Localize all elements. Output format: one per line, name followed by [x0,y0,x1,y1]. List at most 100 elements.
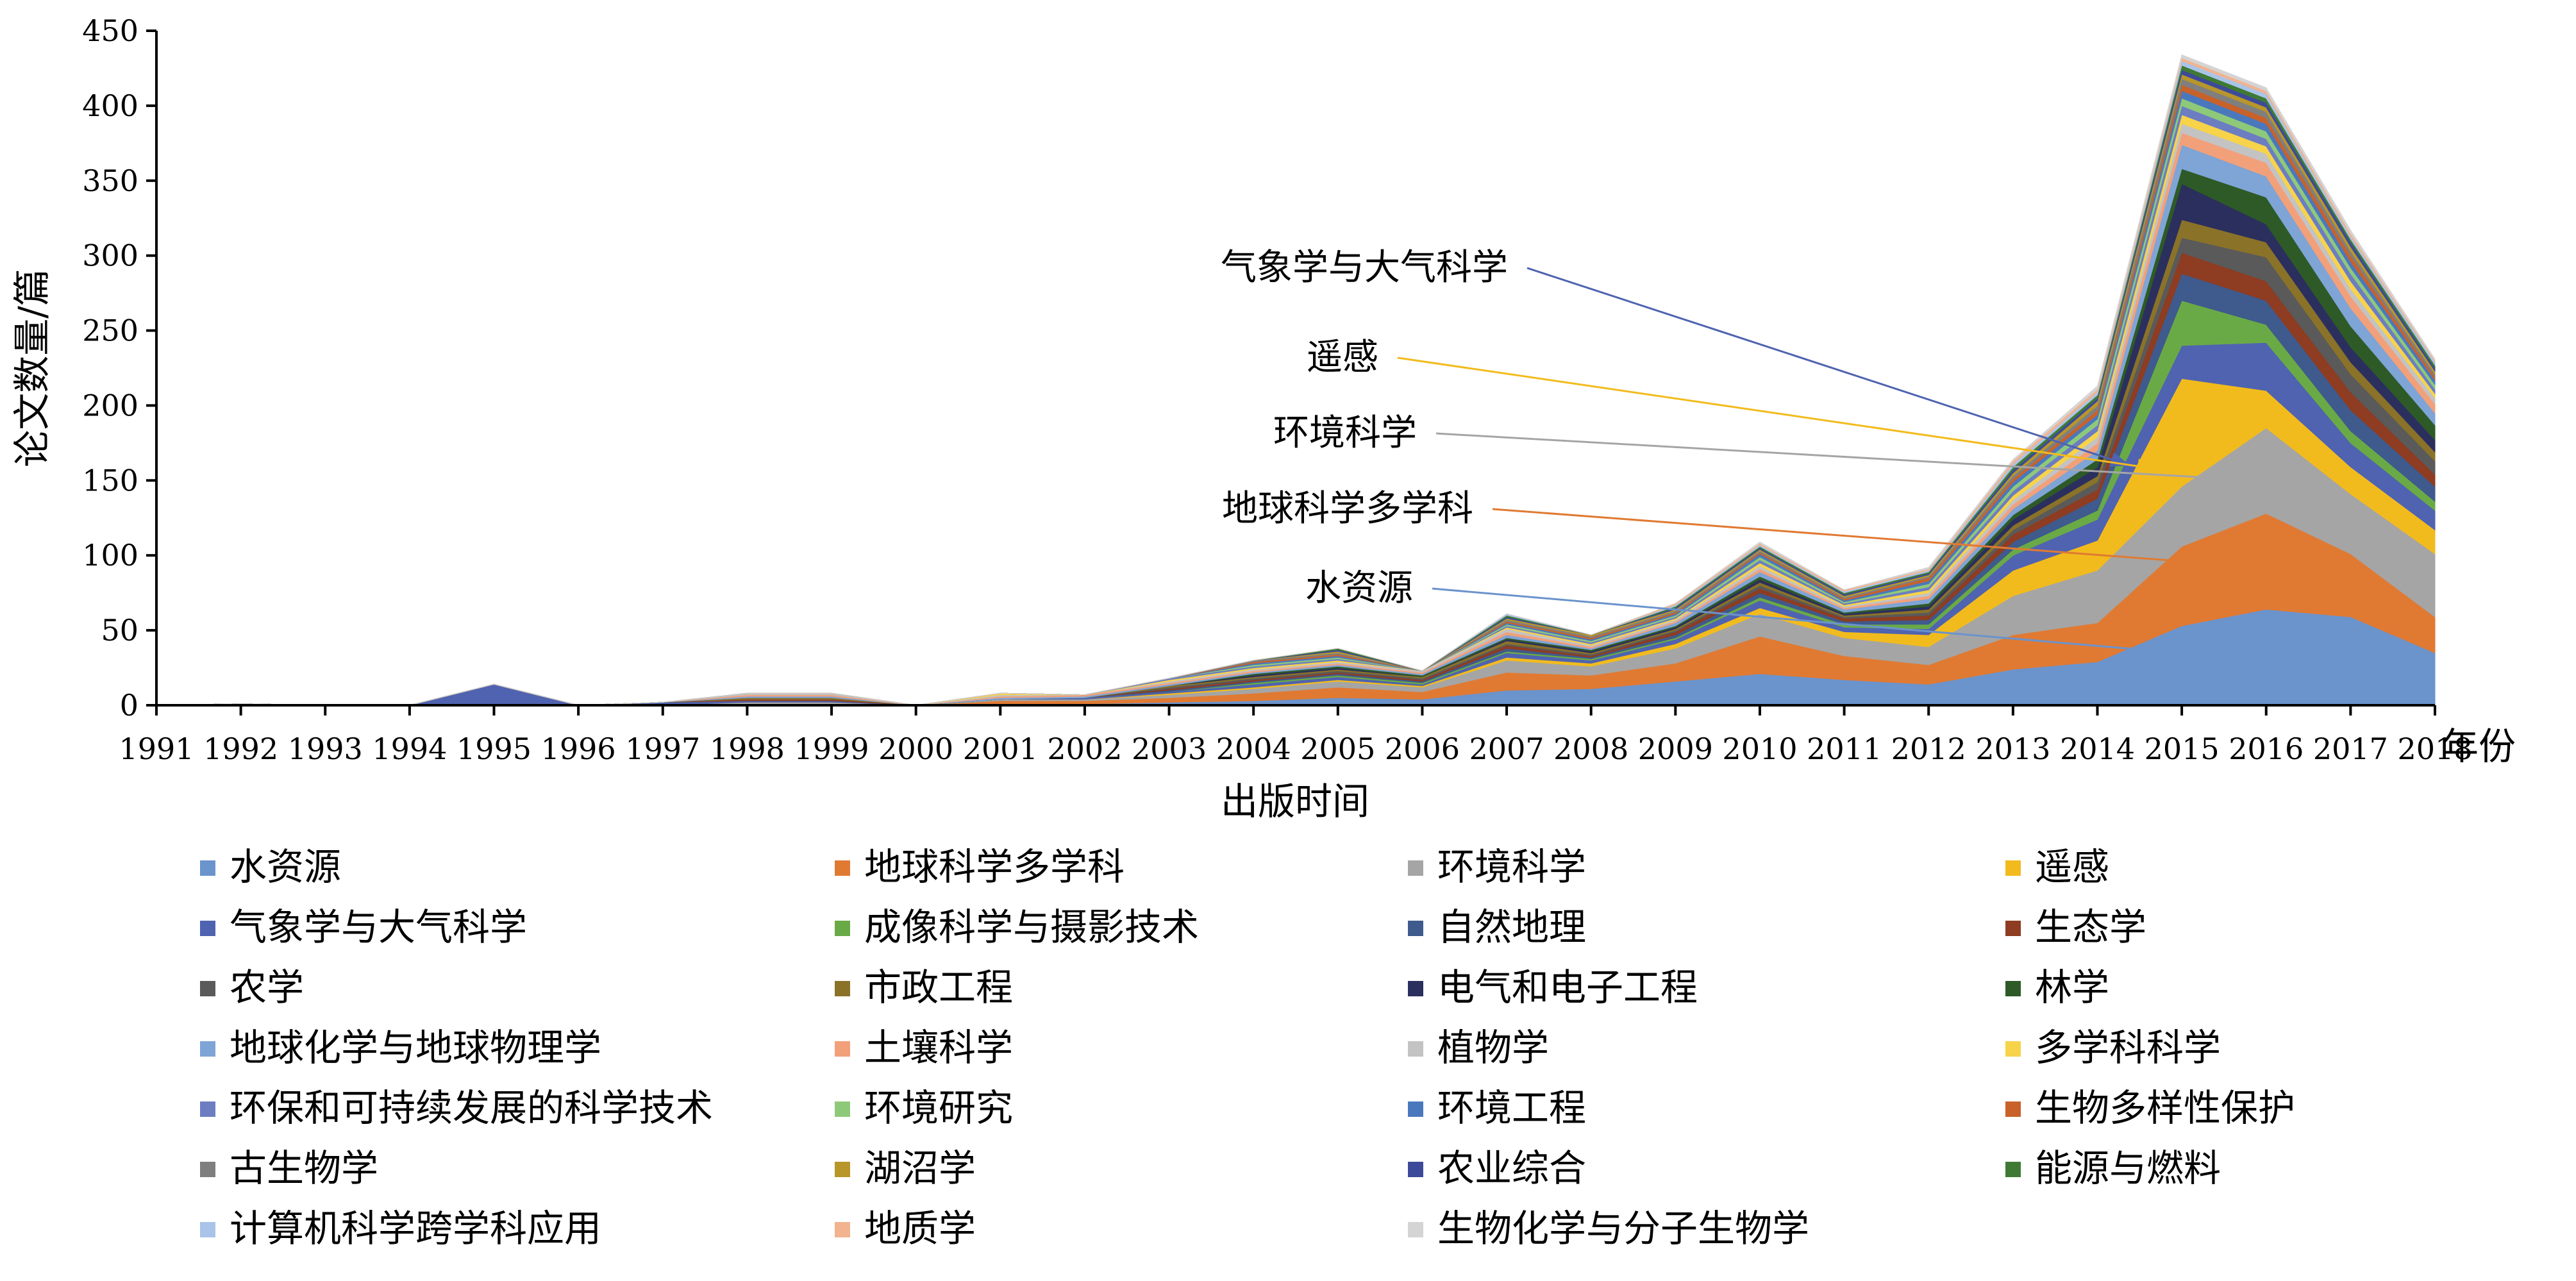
callout-arrow-head [2229,471,2249,487]
x-tick-label: 2015 [2145,732,2220,766]
legend-swatch [2005,1101,2021,1117]
x-tick-label: 2013 [1975,732,2050,766]
x-tick-label: 2010 [1722,732,1797,766]
legend-label: 生态学 [2035,905,2146,949]
x-tick-label: 2016 [2229,732,2304,766]
callout-label: 地球科学多学科 [1222,488,1473,530]
x-tick-label: 2008 [1553,732,1628,766]
legend-label: 湖沼学 [864,1146,976,1190]
axes-group [155,31,2435,707]
legend-label: 气象学与大气科学 [230,905,527,949]
x-tick-label: 2002 [1047,732,1122,766]
legend-label: 古生物学 [230,1146,378,1190]
y-tick-label: 50 [101,613,138,648]
legend-label: 生物多样性保护 [2035,1086,2295,1130]
legend-label: 土壤科学 [864,1026,1013,1069]
legend-label: 环保和可持续发展的科学技术 [230,1086,713,1130]
callout-label: 水资源 [1305,567,1413,609]
y-axis-title: 论文数量/篇 [10,269,54,467]
legend-label: 自然地理 [1437,905,1586,949]
x-tick-label: 2004 [1216,732,1291,766]
x-tick-label: 1992 [203,732,278,766]
callout-arrow-line [1435,432,2250,481]
callout-arrow-head [2136,458,2157,474]
x-tick-label: 1996 [541,732,616,766]
legend-swatch [200,1101,215,1117]
callout-label: 环境科学 [1273,412,1417,454]
legend-label: 电气和电子工程 [1437,966,1698,1009]
legend-label: 成像科学与摄影技术 [864,905,1199,949]
legend-label: 林学 [2035,966,2109,1009]
legend-label: 农学 [230,966,304,1009]
legend-label: 计算机科学跨学科应用 [230,1207,601,1250]
legend-swatch [2005,1041,2021,1057]
legend-label: 环境研究 [864,1086,1013,1130]
callout-label: 气象学与大气科学 [1221,247,1508,289]
y-tick-label: 250 [82,314,138,348]
callout-arrow-head [2229,557,2249,573]
x-tick-label: 2003 [1132,732,1207,766]
y-tick-label: 200 [82,388,138,423]
legend-swatch [1408,921,1423,936]
legend-label: 环境科学 [1437,845,1586,889]
callout-arrow-line [1526,267,2130,467]
x-tick-label: 2017 [2313,732,2388,766]
legend-swatch [1408,1222,1423,1237]
legend-swatch [835,1101,850,1117]
y-tick-label: 350 [82,163,138,198]
y-tick-label: 400 [82,88,138,123]
x-tick-group: 1991 1992 1993 1994 1995 1996 1997 1998 1999 2000… [119,705,2473,766]
x-tick-label: 1995 [456,732,531,766]
legend-swatch [1408,1041,1423,1057]
y-tick-label: 450 [82,13,138,48]
legend-swatch [1408,1101,1423,1117]
y-tick-group: 0 50 100 150 200 250 300 350 400 450 [82,13,156,723]
legend-label: 市政工程 [864,966,1013,1009]
legend-swatch [200,1041,215,1057]
legend-swatch [200,921,215,936]
x-tick-label: 1999 [794,732,869,766]
legend-label: 地球科学多学科 [864,845,1125,889]
x-unit-label: 年份 [2441,724,2516,768]
legend-swatch [835,1162,850,1177]
x-tick-label: 1997 [625,732,700,766]
x-tick-label: 2018 [2397,732,2472,766]
y-tick-label: 150 [82,463,138,498]
callout-label: 遥感 [1307,337,1378,378]
callout-arrow-line [1492,508,2250,567]
x-tick-label: 2000 [878,732,953,766]
y-tick-label: 100 [82,538,138,573]
x-tick-label: 2014 [2060,732,2135,766]
y-tick-label: 300 [82,239,138,273]
legend-swatch [200,860,215,876]
legend-label: 植物学 [1437,1026,1549,1069]
legend-label: 农业综合 [1437,1146,1586,1190]
legend-label: 能源与燃料 [2035,1146,2221,1190]
x-tick-label: 2005 [1300,732,1375,766]
legend-label: 环境工程 [1437,1086,1586,1130]
legend-label: 生物化学与分子生物学 [1437,1207,1809,1250]
legend-label: 地质学 [864,1207,976,1250]
legend-label: 地球化学与地球物理学 [230,1026,601,1069]
legend-swatch [200,1222,215,1237]
x-tick-label: 2012 [1891,732,1966,766]
x-tick-label: 2001 [963,732,1038,766]
legend-swatch [2005,860,2021,876]
legend-swatch [1408,860,1423,876]
legend-swatch [1408,1162,1423,1177]
legend-swatch [2005,1162,2021,1177]
callout-arrow-line [1432,587,2250,660]
legend-swatch [200,1162,215,1177]
legend-swatch [2005,981,2021,996]
legend-swatch [835,1222,850,1237]
legend-swatch [835,981,850,996]
legend-swatch [2005,921,2021,936]
legend-swatch [1408,981,1423,996]
x-tick-label: 2006 [1385,732,1460,766]
x-tick-label: 1991 [119,732,194,766]
legend-label: 遥感 [2035,845,2109,889]
y-tick-label: 0 [120,688,138,723]
